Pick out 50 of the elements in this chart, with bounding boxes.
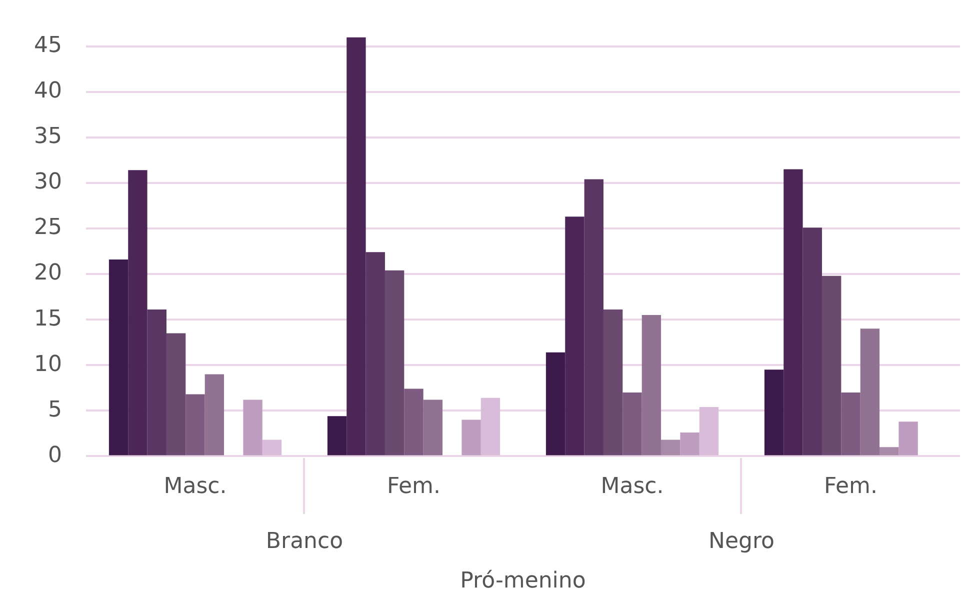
y-tick-label: 30	[34, 170, 62, 195]
bar	[404, 388, 424, 456]
bar	[680, 432, 700, 456]
y-tick-label: 10	[34, 352, 62, 377]
bar	[822, 276, 842, 456]
bar	[802, 228, 822, 456]
y-tick-label: 40	[34, 78, 62, 104]
bar	[186, 394, 205, 456]
bar	[243, 400, 262, 456]
bar	[366, 252, 385, 456]
bar	[860, 328, 880, 456]
bar	[764, 370, 784, 456]
x-axis-title: Pró-menino	[460, 568, 586, 594]
y-tick-label: 5	[48, 397, 62, 422]
bar	[546, 352, 566, 456]
y-tick-label: 15	[34, 306, 62, 332]
bar	[166, 333, 186, 456]
bar	[622, 392, 642, 456]
bar	[128, 170, 148, 456]
y-tick-label: 0	[48, 442, 62, 468]
bar	[642, 315, 662, 456]
bar	[565, 216, 584, 456]
x-tick-label: Masc.	[600, 474, 664, 500]
bar	[480, 398, 500, 456]
x-tick-label: Fem.	[387, 474, 440, 500]
bar	[841, 392, 860, 456]
x-tick-label: Masc.	[164, 474, 227, 500]
bar	[784, 169, 803, 456]
bar	[584, 179, 604, 456]
bar	[603, 310, 623, 456]
bar	[699, 407, 719, 456]
text: Negro	[708, 528, 774, 554]
bar	[262, 440, 282, 456]
y-tick-label: 25	[34, 215, 62, 240]
bar	[327, 416, 347, 456]
y-tick-label: 35	[34, 124, 62, 150]
x-tick-label: Fem.	[824, 474, 878, 500]
bar	[462, 420, 481, 456]
bar	[880, 447, 899, 456]
bar	[898, 422, 918, 456]
bar	[108, 259, 128, 456]
bar	[204, 374, 224, 456]
bar	[661, 440, 680, 456]
bar	[423, 400, 443, 456]
bar	[147, 310, 166, 456]
y-tick-label: 45	[34, 33, 62, 58]
bar	[346, 37, 366, 456]
text: Branco	[266, 528, 344, 554]
y-tick-label: 20	[34, 260, 62, 286]
bar	[384, 270, 404, 456]
